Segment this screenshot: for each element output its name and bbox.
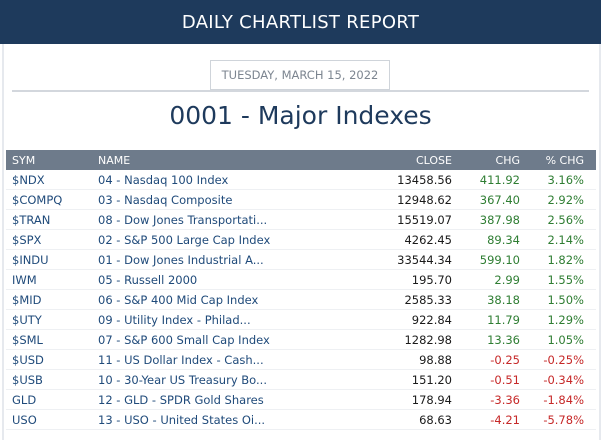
table-row[interactable]: $SML 07 - S&P 600 Small Cap Index 1282.98 1… <box>6 330 596 350</box>
name-link[interactable]: 11 - US Dollar Index - Cash... <box>98 352 264 367</box>
symbol-link[interactable]: $USB <box>12 372 43 387</box>
symbol-link[interactable]: $USD <box>12 352 44 367</box>
change-value: 11.79 <box>487 312 520 327</box>
symbol-link[interactable]: IWM <box>12 272 37 287</box>
frame-left-border <box>2 44 4 440</box>
pct-change-value: 2.92% <box>547 192 584 207</box>
change-value: 89.34 <box>487 232 520 247</box>
table-row[interactable]: $COMPQ 03 - Nasdaq Composite 12948.62 367.4… <box>6 190 596 210</box>
date-section: TUESDAY, MARCH 15, 2022 <box>0 60 601 92</box>
close-value: 4262.45 <box>404 232 452 247</box>
change-value: 387.98 <box>479 212 520 227</box>
pct-change-value: -5.78% <box>543 412 584 427</box>
change-value: 367.40 <box>479 192 520 207</box>
symbol-link[interactable]: USO <box>12 412 37 427</box>
close-value: 68.63 <box>419 412 452 427</box>
table-row[interactable]: $UTY 09 - Utility Index - Philad... 922.84… <box>6 310 596 330</box>
close-value: 922.84 <box>411 312 452 327</box>
close-value: 151.20 <box>411 372 452 387</box>
symbol-link[interactable]: $SPX <box>12 232 42 247</box>
name-link[interactable]: 10 - 30-Year US Treasury Bo... <box>98 372 267 387</box>
close-value: 98.88 <box>419 352 452 367</box>
table-row[interactable]: $INDU 01 - Dow Jones Industrial A... 33544… <box>6 250 596 270</box>
pct-change-value: -0.25% <box>543 352 584 367</box>
pct-change-value: 3.16% <box>547 172 584 187</box>
date-divider <box>12 90 589 92</box>
close-value: 15519.07 <box>397 212 452 227</box>
pct-change-value: -0.34% <box>543 372 584 387</box>
name-link[interactable]: 09 - Utility Index - Philad... <box>98 312 251 327</box>
pct-change-value: 2.56% <box>547 212 584 227</box>
table-row[interactable]: $SPX 02 - S&P 500 Large Cap Index 4262.45 8… <box>6 230 596 250</box>
name-link[interactable]: 07 - S&P 600 Small Cap Index <box>98 332 270 347</box>
table-row[interactable]: USO 13 - USO - United States Oi... 68.63 -4… <box>6 410 596 430</box>
name-link[interactable]: 13 - USO - United States Oi... <box>98 412 266 427</box>
table-row[interactable]: $MID 06 - S&P 400 Mid Cap Index 2585.33 38.… <box>6 290 596 310</box>
report-header-title: DAILY CHARTLIST REPORT <box>181 11 420 33</box>
change-value: -4.21 <box>490 412 520 427</box>
change-value: 411.92 <box>479 172 520 187</box>
column-header-chg[interactable]: CHG <box>495 153 520 167</box>
symbol-link[interactable]: $TRAN <box>12 212 51 227</box>
close-value: 33544.34 <box>397 252 452 267</box>
frame-right-border <box>599 44 601 440</box>
name-link[interactable]: 06 - S&P 400 Mid Cap Index <box>98 292 259 307</box>
pct-change-value: 1.05% <box>547 332 584 347</box>
symbol-link[interactable]: $COMPQ <box>12 192 63 207</box>
column-header-name[interactable]: NAME <box>98 153 131 167</box>
table-row[interactable]: IWM 05 - Russell 2000 195.70 2.99 1.55% <box>6 270 596 290</box>
pct-change-value: 1.29% <box>547 312 584 327</box>
name-link[interactable]: 01 - Dow Jones Industrial A... <box>98 252 264 267</box>
report-date: TUESDAY, MARCH 15, 2022 <box>210 60 390 90</box>
table-row[interactable]: $TRAN 08 - Dow Jones Transportati... 15519… <box>6 210 596 230</box>
column-header-close[interactable]: CLOSE <box>415 153 452 167</box>
symbol-link[interactable]: GLD <box>12 392 37 407</box>
close-value: 13458.56 <box>397 172 452 187</box>
pct-change-value: -1.84% <box>543 392 584 407</box>
column-header-sym[interactable]: SYM <box>12 153 36 167</box>
symbol-link[interactable]: $SML <box>12 332 43 347</box>
symbol-link[interactable]: $MID <box>12 292 42 307</box>
close-value: 2585.33 <box>404 292 452 307</box>
pct-change-value: 1.50% <box>547 292 584 307</box>
name-link[interactable]: 08 - Dow Jones Transportati... <box>98 212 268 227</box>
table-row[interactable]: $NDX 04 - Nasdaq 100 Index 13458.56 411.92 3… <box>6 170 596 190</box>
change-value: -0.51 <box>490 372 520 387</box>
name-link[interactable]: 02 - S&P 500 Large Cap Index <box>98 232 271 247</box>
index-table: SYM NAME CLOSE CHG % CHG $NDX 04 - Nasdaq… <box>6 150 596 430</box>
table-row[interactable]: $USD 11 - US Dollar Index - Cash... 98.88 -… <box>6 350 596 370</box>
table-header-row: SYM NAME CLOSE CHG % CHG <box>6 150 596 170</box>
change-value: 599.10 <box>479 252 520 267</box>
close-value: 195.70 <box>411 272 452 287</box>
page-title: 0001 - Major Indexes <box>169 101 432 130</box>
pct-change-value: 2.14% <box>547 232 584 247</box>
change-value: 13.36 <box>487 332 520 347</box>
name-link[interactable]: 03 - Nasdaq Composite <box>98 192 233 207</box>
pct-change-value: 1.55% <box>547 272 584 287</box>
change-value: -3.36 <box>490 392 520 407</box>
symbol-link[interactable]: $INDU <box>12 252 49 267</box>
name-link[interactable]: 05 - Russell 2000 <box>98 272 198 287</box>
close-value: 178.94 <box>411 392 452 407</box>
name-link[interactable]: 04 - Nasdaq 100 Index <box>98 172 229 187</box>
pct-change-value: 1.82% <box>547 252 584 267</box>
name-link[interactable]: 12 - GLD - SPDR Gold Shares <box>98 392 264 407</box>
change-value: 2.99 <box>494 272 520 287</box>
close-value: 12948.62 <box>397 192 452 207</box>
table-row[interactable]: GLD 12 - GLD - SPDR Gold Shares 178.94 -3.3… <box>6 390 596 410</box>
table-row[interactable]: $USB 10 - 30-Year US Treasury Bo... 151.20… <box>6 370 596 390</box>
symbol-link[interactable]: $UTY <box>12 312 42 327</box>
change-value: -0.25 <box>490 352 520 367</box>
report-header-bar: DAILY CHARTLIST REPORT <box>0 0 601 44</box>
close-value: 1282.98 <box>404 332 452 347</box>
change-value: 38.18 <box>487 292 520 307</box>
table-body: $NDX 04 - Nasdaq 100 Index 13458.56 411.92 3… <box>6 170 596 430</box>
symbol-link[interactable]: $NDX <box>12 172 45 187</box>
column-header-pct-chg[interactable]: % CHG <box>545 153 584 167</box>
